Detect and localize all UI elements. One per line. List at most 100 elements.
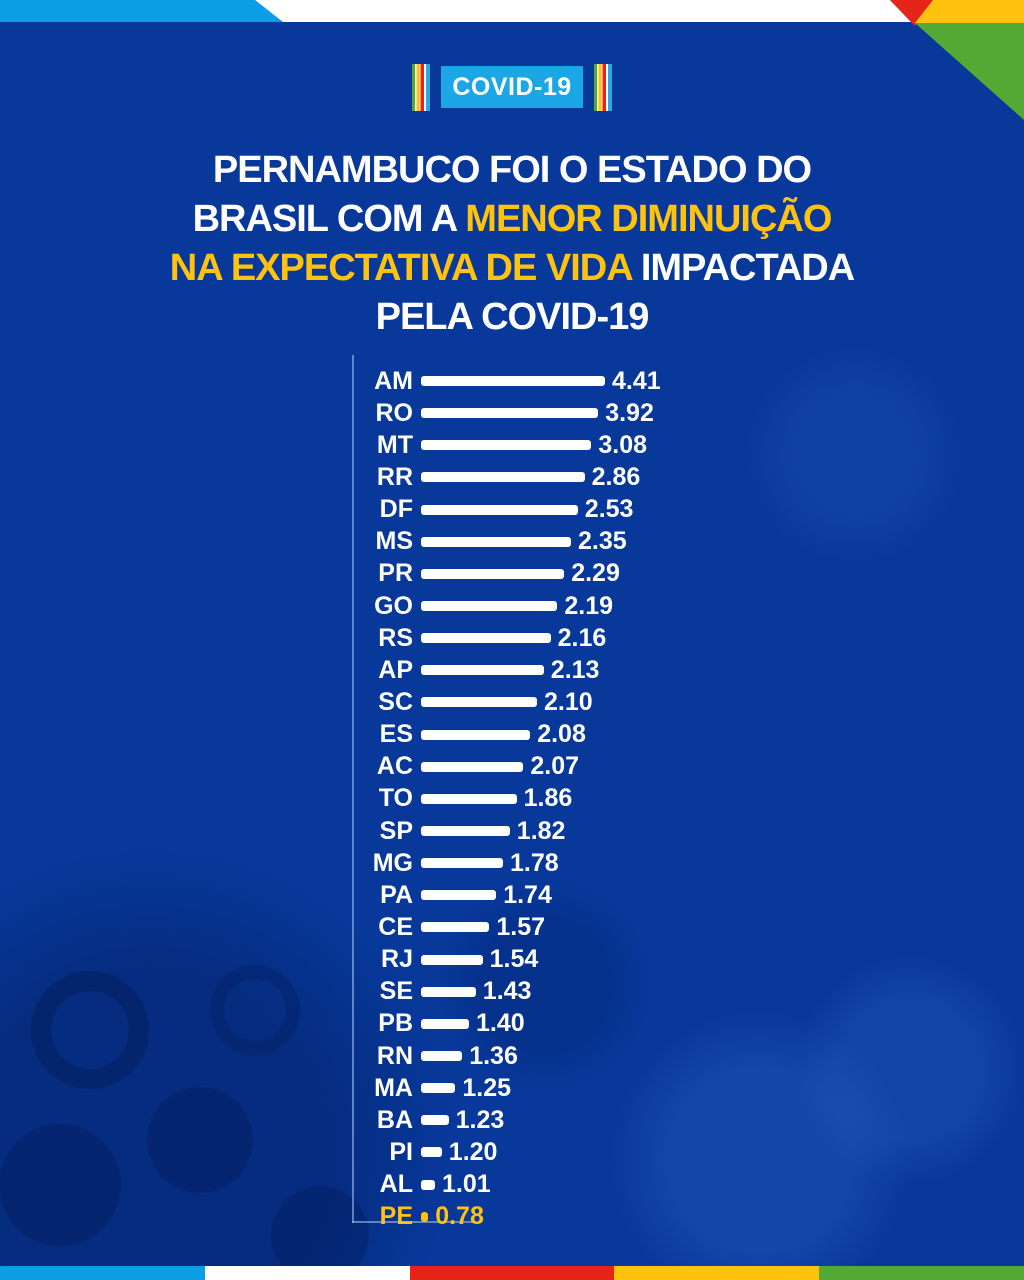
bar-value: 1.54: [489, 945, 539, 974]
bar: [421, 408, 599, 419]
bar-category-label: RS: [378, 623, 413, 652]
bar-category-label: AM: [374, 366, 413, 395]
bar: [421, 1211, 429, 1222]
bar-category-label: SP: [379, 816, 413, 845]
chart-row: RJ 1.54: [354, 944, 952, 976]
bar-category-label: GO: [374, 591, 413, 620]
bar-category-label: RN: [376, 1041, 413, 1070]
chart-row: PA 1.74: [354, 879, 952, 911]
chart-row: MT 3.08: [354, 429, 952, 461]
bar-category-label: PE: [379, 1202, 413, 1231]
headline-line: NA EXPECTATIVA DE VIDA IMPACTADA: [0, 244, 1024, 293]
bar: [421, 761, 524, 772]
bar-value: 2.53: [584, 495, 634, 524]
bar-value: 1.40: [476, 1009, 525, 1038]
bar: [421, 922, 490, 933]
top-edge-cyan-band: [0, 0, 283, 22]
headline-highlight-text: NA EXPECTATIVA DE VIDA: [169, 247, 632, 289]
chart-row: SC 2.10: [354, 686, 952, 718]
bar-value: 1.23: [455, 1105, 505, 1134]
bar-category-label: ES: [379, 720, 413, 749]
chart-row: RS 2.16: [354, 622, 952, 654]
y-axis-line: [352, 355, 354, 1223]
bottom-band-white: [204, 1266, 410, 1280]
bottom-band-red: [409, 1266, 615, 1280]
bar-value: 3.08: [598, 430, 648, 459]
chart-row: PB 1.40: [354, 1008, 952, 1040]
bar-category-label: MS: [375, 527, 414, 556]
bar-value: 2.08: [537, 720, 586, 749]
chart-row: RO 3.92: [354, 397, 952, 429]
bar-value: 2.16: [557, 623, 607, 652]
chart-row: PE 0.78: [354, 1201, 952, 1233]
bar-value: 2.29: [571, 559, 620, 588]
bar-category-label: RO: [375, 398, 414, 427]
bar-category-label: MT: [376, 430, 413, 459]
bar-value: 1.74: [503, 880, 552, 909]
chart-row: PR 2.29: [354, 558, 952, 590]
bar: [421, 504, 578, 515]
bottom-band-green: [819, 1266, 1024, 1280]
bottom-edge-bands: [0, 1266, 1024, 1280]
top-corner-yellow-band: [915, 0, 1024, 23]
flag-stripes-right-icon: [593, 63, 612, 111]
bar: [421, 472, 585, 483]
chart-row: SE 1.43: [354, 976, 952, 1008]
bar: [421, 1018, 469, 1029]
bar: [421, 440, 592, 451]
bar: [421, 633, 551, 644]
headline-line: BRASIL COM A MENOR DIMINUIÇÃO: [0, 195, 1024, 244]
bar-value: 3.92: [605, 398, 654, 427]
bar-value: 4.41: [612, 366, 661, 395]
bar-category-label: AL: [379, 1170, 413, 1199]
bar: [421, 601, 558, 612]
covid-badge-label: COVID-19: [452, 72, 572, 101]
bar-value: 1.36: [469, 1041, 518, 1070]
top-edge-white-band: [255, 0, 911, 22]
headline-line: PERNAMBUCO FOI O ESTADO DO: [0, 146, 1024, 195]
chart-row: PI 1.20: [354, 1136, 952, 1168]
chart-row: BA 1.23: [354, 1104, 952, 1136]
bar: [421, 954, 483, 965]
chart-row: RR 2.86: [354, 461, 952, 493]
bar-value: 1.01: [442, 1170, 491, 1199]
chart-row: TO 1.86: [354, 783, 952, 815]
bar-category-label: CE: [378, 912, 413, 941]
bar-category-label: MA: [374, 1073, 413, 1102]
bar-category-label: AP: [378, 655, 413, 684]
bar: [421, 793, 517, 804]
headline: PERNAMBUCO FOI O ESTADO DO BRASIL COM A M…: [0, 146, 1024, 342]
chart-row: SP 1.82: [354, 815, 952, 847]
bar: [421, 536, 571, 547]
chart-row: ES 2.08: [354, 719, 952, 751]
bar-value: 2.13: [550, 655, 600, 684]
bar-category-label: RJ: [381, 945, 413, 974]
bar-category-label: PA: [380, 880, 413, 909]
x-axis-line: [352, 1221, 474, 1223]
bar: [421, 697, 537, 708]
headline-line: PELA COVID-19: [0, 293, 1024, 342]
bar: [421, 376, 605, 387]
bar-chart: AM 4.41 RO 3.92 MT 3.08 RR 2.86 DF 2.53 MS 2.35 PR 2.…: [352, 355, 952, 1230]
bar: [421, 890, 497, 901]
bar-value: 0.78: [435, 1202, 484, 1231]
bar: [421, 568, 565, 579]
chart-row: AC 2.07: [354, 751, 952, 783]
headline-text: BRASIL COM A: [192, 198, 466, 240]
flag-stripes-left-icon: [412, 63, 431, 111]
chart-row: AP 2.13: [354, 654, 952, 686]
bar-value: 1.57: [496, 912, 546, 941]
bar: [421, 1115, 449, 1126]
headline-text: PELA COVID-19: [375, 296, 650, 338]
bar-category-label: PI: [389, 1137, 413, 1166]
bar: [421, 665, 544, 676]
chart-row: RN 1.36: [354, 1040, 952, 1072]
chart-row: AL 1.01: [354, 1169, 952, 1201]
bar-value: 1.82: [516, 816, 566, 845]
bar: [421, 1051, 463, 1062]
bar: [421, 826, 510, 837]
headline-text: PERNAMBUCO FOI O ESTADO DO: [212, 149, 812, 191]
bar: [421, 858, 503, 869]
bar-category-label: AC: [376, 752, 413, 781]
